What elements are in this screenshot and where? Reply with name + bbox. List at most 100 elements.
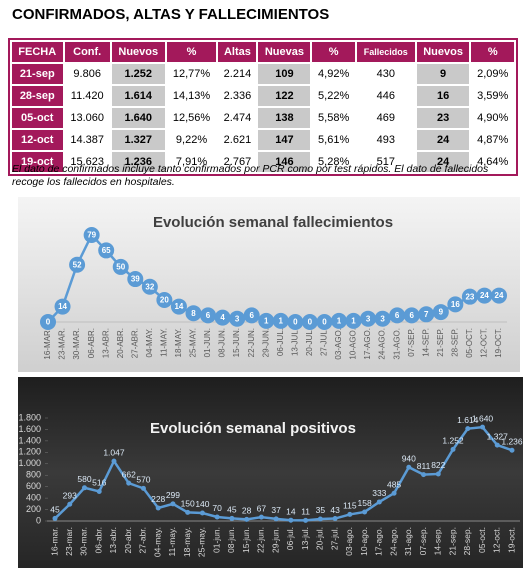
data-point	[461, 288, 478, 305]
table-cell: 14.387	[70, 134, 105, 146]
table-cell: 4,64%	[477, 156, 509, 168]
x-tick-label: 06-abr.	[93, 527, 103, 553]
data-label: 485	[387, 479, 401, 489]
table-cell: 446	[376, 90, 395, 102]
x-tick-label: 13-JUL.	[290, 328, 299, 356]
data-label: 570	[136, 475, 150, 485]
chart-background	[18, 197, 520, 372]
table-cell: 138	[258, 108, 311, 128]
x-tick-label: 20-abr.	[123, 527, 133, 553]
data-label: 37	[271, 505, 281, 515]
table-cell: 147	[258, 130, 311, 150]
data-label: 940	[402, 453, 416, 463]
x-tick-label: 18-MAY.	[174, 328, 183, 358]
data-label: 16	[451, 300, 460, 309]
header-cell: Nuevas	[258, 42, 311, 62]
x-tick-label: 14-SEP.	[421, 328, 430, 357]
data-point	[330, 312, 347, 329]
data-label: 45	[50, 505, 60, 515]
table-cell: 16	[416, 86, 470, 106]
table-cell: 9.806	[73, 68, 101, 80]
data-point	[287, 314, 304, 330]
data-label: 11	[301, 507, 310, 517]
data-point	[447, 296, 464, 313]
table-cell: 5,28%	[318, 156, 350, 168]
x-tick-label: 13-ABR.	[101, 328, 110, 358]
y-tick-label: 600	[26, 481, 41, 491]
x-tick-label: 12-oct.	[492, 527, 502, 553]
data-point	[155, 505, 161, 511]
header-cell: Nuevos	[416, 42, 470, 62]
x-tick-label: 23-mar.	[64, 527, 74, 556]
y-tick-label: 800	[26, 470, 41, 480]
data-point	[83, 227, 100, 243]
data-point	[435, 471, 441, 477]
data-label: 50	[116, 263, 125, 272]
header-cell: %	[471, 42, 514, 62]
data-point	[214, 514, 220, 520]
data-point	[391, 490, 397, 496]
table-cell: 1.236	[111, 152, 165, 172]
x-tick-label: 08-JUN.	[218, 328, 227, 357]
data-label: 1.252	[442, 436, 464, 446]
data-label: 65	[102, 246, 111, 255]
table-cell: 2.621	[223, 134, 252, 146]
x-tick-label: 12-OCT.	[480, 328, 489, 358]
data-label: 4	[220, 313, 225, 322]
table-cell: 430	[376, 68, 395, 80]
header-cell: Altas	[218, 42, 257, 62]
table-cell: 1.327	[111, 130, 165, 150]
data-label: 6	[395, 311, 400, 320]
chart-title: Evolución semanal fallecimientos	[153, 214, 393, 231]
chart-title: Evolución semanal positivos	[150, 420, 356, 437]
table-cell: 24	[416, 152, 470, 172]
data-label: 1.236	[501, 437, 523, 447]
x-tick-label: 15-JUN.	[232, 328, 241, 357]
data-label: 70	[212, 503, 222, 513]
x-tick-label: 30-MAR.	[72, 328, 81, 360]
data-point	[509, 447, 515, 453]
table-cell: 2,09%	[477, 68, 509, 80]
data-label: 0	[293, 318, 298, 327]
x-tick-label: 06-jul.	[285, 527, 295, 550]
deaths-chart: Evolución semanal fallecimientos 16-MAR.…	[18, 197, 520, 372]
data-label: 23	[465, 292, 474, 301]
data-point	[362, 509, 368, 515]
x-tick-label: 27-jul.	[329, 527, 339, 550]
x-tick-label: 01-jun.	[211, 527, 221, 553]
data-point	[54, 298, 71, 315]
table-cell: 1.252	[111, 64, 165, 84]
data-label: 14	[58, 302, 67, 311]
data-label: 6	[206, 311, 211, 320]
data-point	[465, 426, 471, 432]
table-cell: 23	[416, 108, 470, 128]
data-label: 24	[495, 291, 504, 300]
table-row: 19-oct 15.623 1.236 7,91% 2.767 146 5,28% 517 24…	[12, 152, 514, 172]
data-label: 333	[372, 488, 386, 498]
table-cell: 2.474	[223, 112, 252, 124]
data-label: 1	[351, 317, 356, 326]
data-label: 115	[343, 501, 357, 511]
footnote: El dato de confirmados incluye tanto con…	[12, 163, 489, 188]
data-label: 228	[151, 494, 165, 504]
table-cell: 3,59%	[477, 90, 509, 102]
data-label: 79	[87, 231, 96, 240]
data-point	[200, 307, 217, 324]
data-point	[406, 464, 412, 470]
data-point	[185, 305, 202, 322]
table-cell: 11.420	[70, 90, 104, 102]
data-point	[96, 488, 102, 494]
table-cell: 4,87%	[477, 134, 509, 146]
data-label: 45	[227, 505, 237, 515]
x-tick-label: 07-sep.	[418, 527, 428, 555]
data-label: 140	[195, 499, 209, 509]
table-cell: 9,22%	[175, 134, 208, 146]
data-label: 1.327	[487, 431, 509, 441]
data-label: 3	[366, 314, 371, 323]
data-point	[345, 312, 362, 329]
x-tick-label: 20-JUL.	[305, 328, 314, 356]
table-cell: 2.336	[223, 90, 252, 102]
data-point	[273, 516, 279, 522]
